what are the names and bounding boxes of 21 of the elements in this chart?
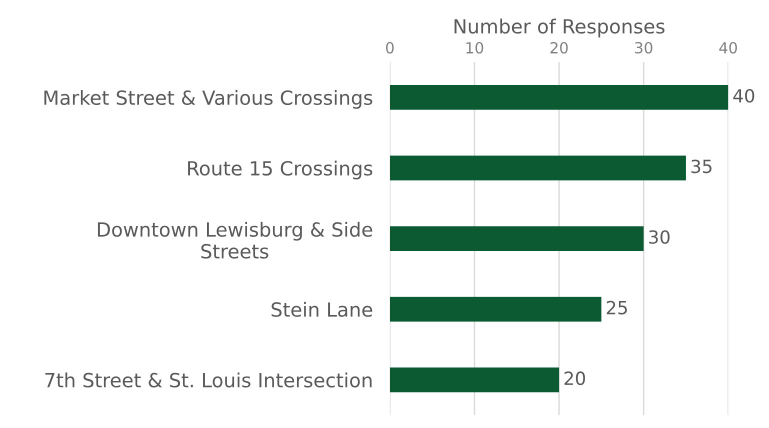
x-tick-label: 20 — [550, 42, 568, 54]
data-label: 30 — [649, 230, 670, 244]
data-label: 35 — [691, 160, 712, 174]
x-tick-label: 40 — [719, 42, 737, 54]
y-tick-label: Route 15 Crossings — [188, 160, 372, 180]
data-label: 40 — [733, 88, 754, 103]
y-tick-label: Downtown Lewisburg & Side Streets — [98, 222, 372, 259]
y-tick-label: Market Street & Various Crossings — [44, 90, 372, 109]
bar — [390, 226, 644, 251]
y-tick-label: Stein Lane — [272, 302, 372, 317]
bar — [390, 367, 560, 392]
bar — [390, 156, 686, 180]
bar — [390, 85, 728, 110]
bar — [390, 296, 602, 322]
x-tick-label: 0 — [386, 42, 394, 54]
x-axis-title: Number of Responses — [454, 18, 664, 38]
x-tick-label: 10 — [466, 42, 484, 54]
data-label: 25 — [606, 300, 627, 314]
data-label: 20 — [564, 371, 586, 386]
x-tick-label: 30 — [635, 42, 652, 54]
y-tick-label: 7th Street & St. Louis Intersection — [45, 372, 372, 388]
